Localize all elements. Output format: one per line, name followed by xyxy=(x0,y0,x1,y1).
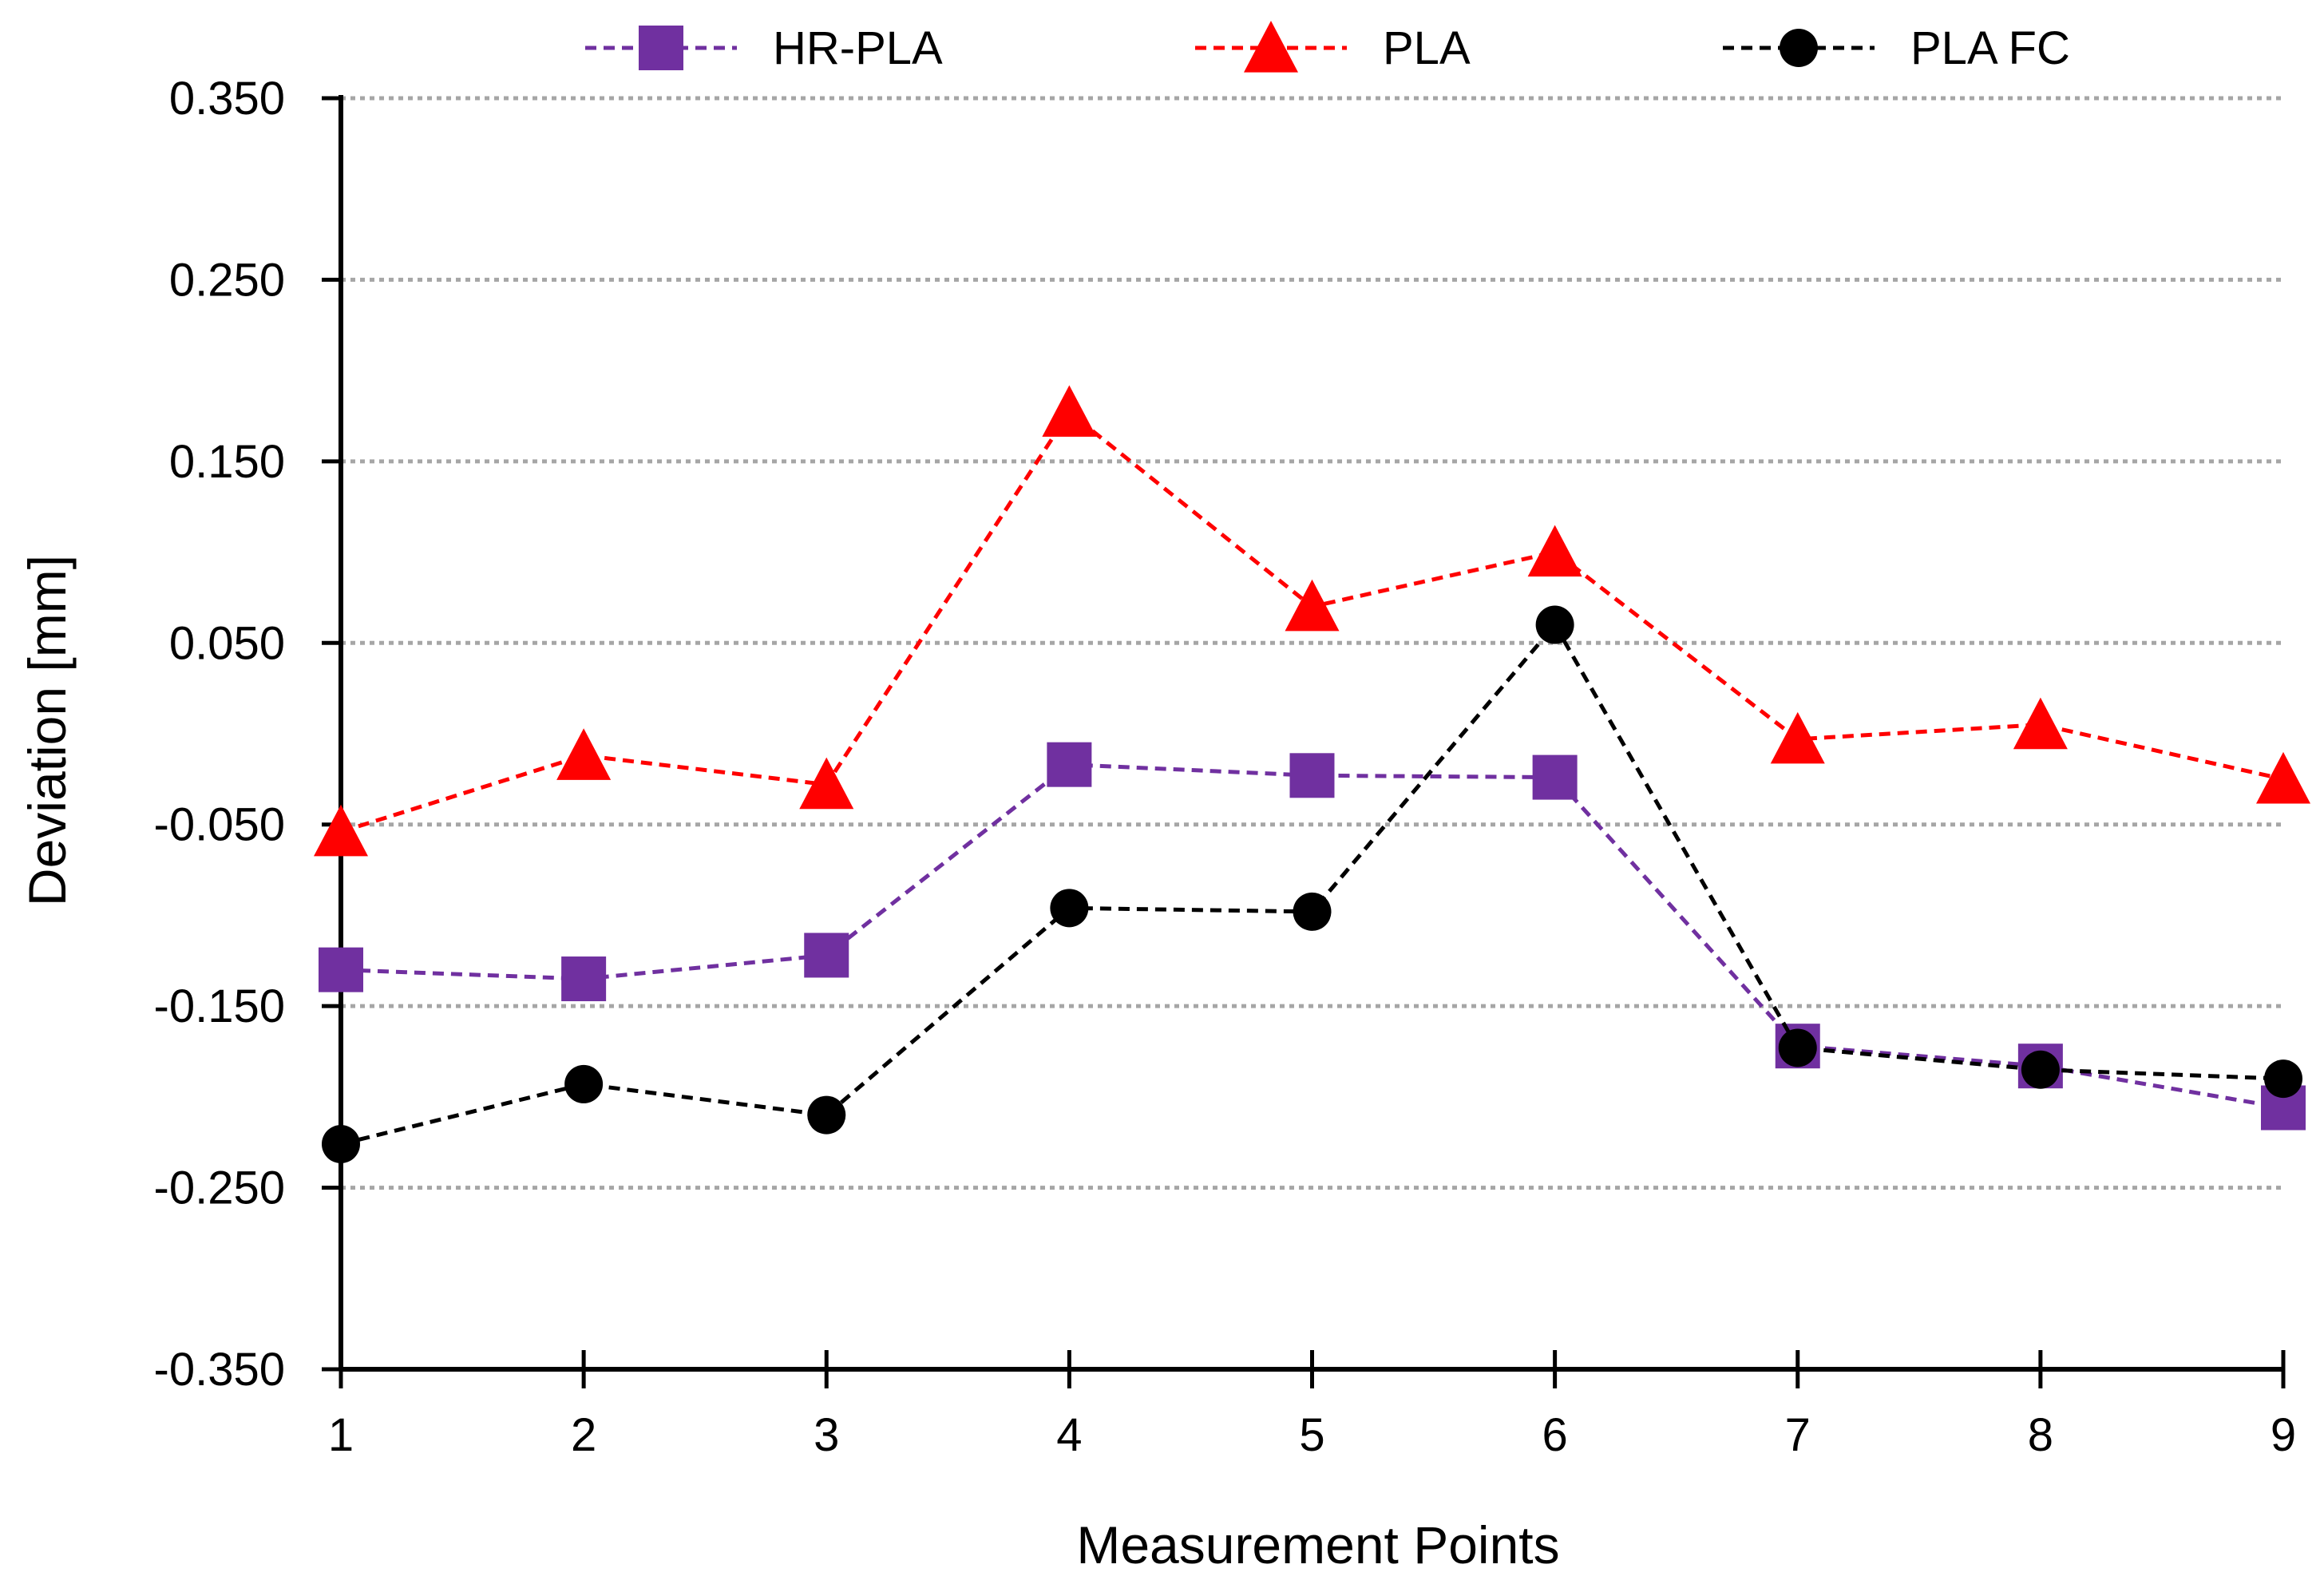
y-tick-label-0: 0.350 xyxy=(169,73,285,125)
legend-label-pla: PLA xyxy=(1383,22,1471,74)
point-pla-1 xyxy=(314,804,368,857)
point-pla-6 xyxy=(1527,525,1582,577)
point-pla-fc-9 xyxy=(2264,1059,2302,1099)
x-tick-label-5: 5 xyxy=(1299,1409,1324,1461)
point-pla-5 xyxy=(1285,579,1340,632)
point-hr-pla-2 xyxy=(561,956,607,1002)
point-pla-fc-1 xyxy=(322,1124,360,1163)
point-pla-fc-6 xyxy=(1535,605,1574,644)
series-line-pla-fc xyxy=(340,621,2284,1147)
point-hr-pla-6 xyxy=(1532,754,1578,800)
point-hr-pla-4 xyxy=(1047,742,1092,787)
series-pla-fc xyxy=(322,605,2302,1163)
point-pla-fc-8 xyxy=(2021,1050,2060,1089)
point-hr-pla-3 xyxy=(804,933,849,978)
x-tick-label-1: 1 xyxy=(328,1409,354,1461)
point-pla-fc-5 xyxy=(1293,892,1332,931)
x-tick-label-9: 9 xyxy=(2271,1409,2296,1461)
point-hr-pla-5 xyxy=(1289,753,1335,798)
legend: HR-PLA PLA PLA FC xyxy=(585,21,2070,74)
series-group xyxy=(314,385,2310,1163)
axes xyxy=(339,95,2283,1372)
y-tick-label-4: -0.050 xyxy=(154,799,285,851)
point-pla-4 xyxy=(1042,385,1097,438)
series-line-hr-pla xyxy=(340,762,2284,1110)
y-tick-label-3: 0.050 xyxy=(169,617,285,669)
legend-label-pla-fc: PLA FC xyxy=(1910,22,2070,74)
x-tick-label-3: 3 xyxy=(814,1409,839,1461)
x-tick-label-2: 2 xyxy=(571,1409,596,1461)
point-pla-8 xyxy=(2013,697,2068,750)
point-pla-3 xyxy=(799,757,854,810)
y-tick-label-6: -0.250 xyxy=(154,1162,285,1214)
y-tick-label-2: 0.150 xyxy=(169,436,285,488)
point-pla-9 xyxy=(2256,751,2310,804)
gridlines xyxy=(341,96,2283,1190)
x-axis-title: Measurement Points xyxy=(1076,1515,1559,1574)
x-tick-label-6: 6 xyxy=(1542,1409,1567,1461)
legend-item-hr-pla: HR-PLA xyxy=(585,22,943,74)
legend-item-pla-fc: PLA FC xyxy=(1723,22,2070,74)
series-pla xyxy=(314,385,2310,857)
legend-label-hr-pla: HR-PLA xyxy=(773,22,943,74)
legend-item-pla: PLA xyxy=(1195,21,1471,74)
point-pla-fc-7 xyxy=(1778,1028,1817,1067)
legend-marker-pla xyxy=(1244,21,1298,73)
y-tick-label-7: -0.350 xyxy=(154,1344,285,1396)
y-tick-label-1: 0.250 xyxy=(169,254,285,306)
y-tick-label-5: -0.150 xyxy=(154,980,285,1032)
legend-marker-hr-pla xyxy=(639,26,683,70)
x-axis-ticks: 1 2 3 4 5 6 7 8 9 xyxy=(328,1350,2296,1461)
point-pla-fc-4 xyxy=(1050,889,1089,928)
point-hr-pla-1 xyxy=(319,947,363,992)
legend-marker-pla-fc xyxy=(1780,29,1818,67)
point-pla-2 xyxy=(556,728,612,780)
series-hr-pla xyxy=(319,742,2306,1131)
x-tick-label-7: 7 xyxy=(1785,1409,1811,1461)
y-axis-title: Deviation [mm] xyxy=(18,555,77,906)
x-tick-label-8: 8 xyxy=(2028,1409,2053,1461)
point-pla-fc-3 xyxy=(807,1095,846,1135)
point-pla-fc-2 xyxy=(564,1064,604,1103)
x-tick-label-4: 4 xyxy=(1056,1409,1082,1461)
point-pla-7 xyxy=(1770,711,1825,764)
y-axis-ticks: 0.350 0.250 0.150 0.050 -0.050 -0.150 -0.250 -0… xyxy=(154,73,341,1396)
